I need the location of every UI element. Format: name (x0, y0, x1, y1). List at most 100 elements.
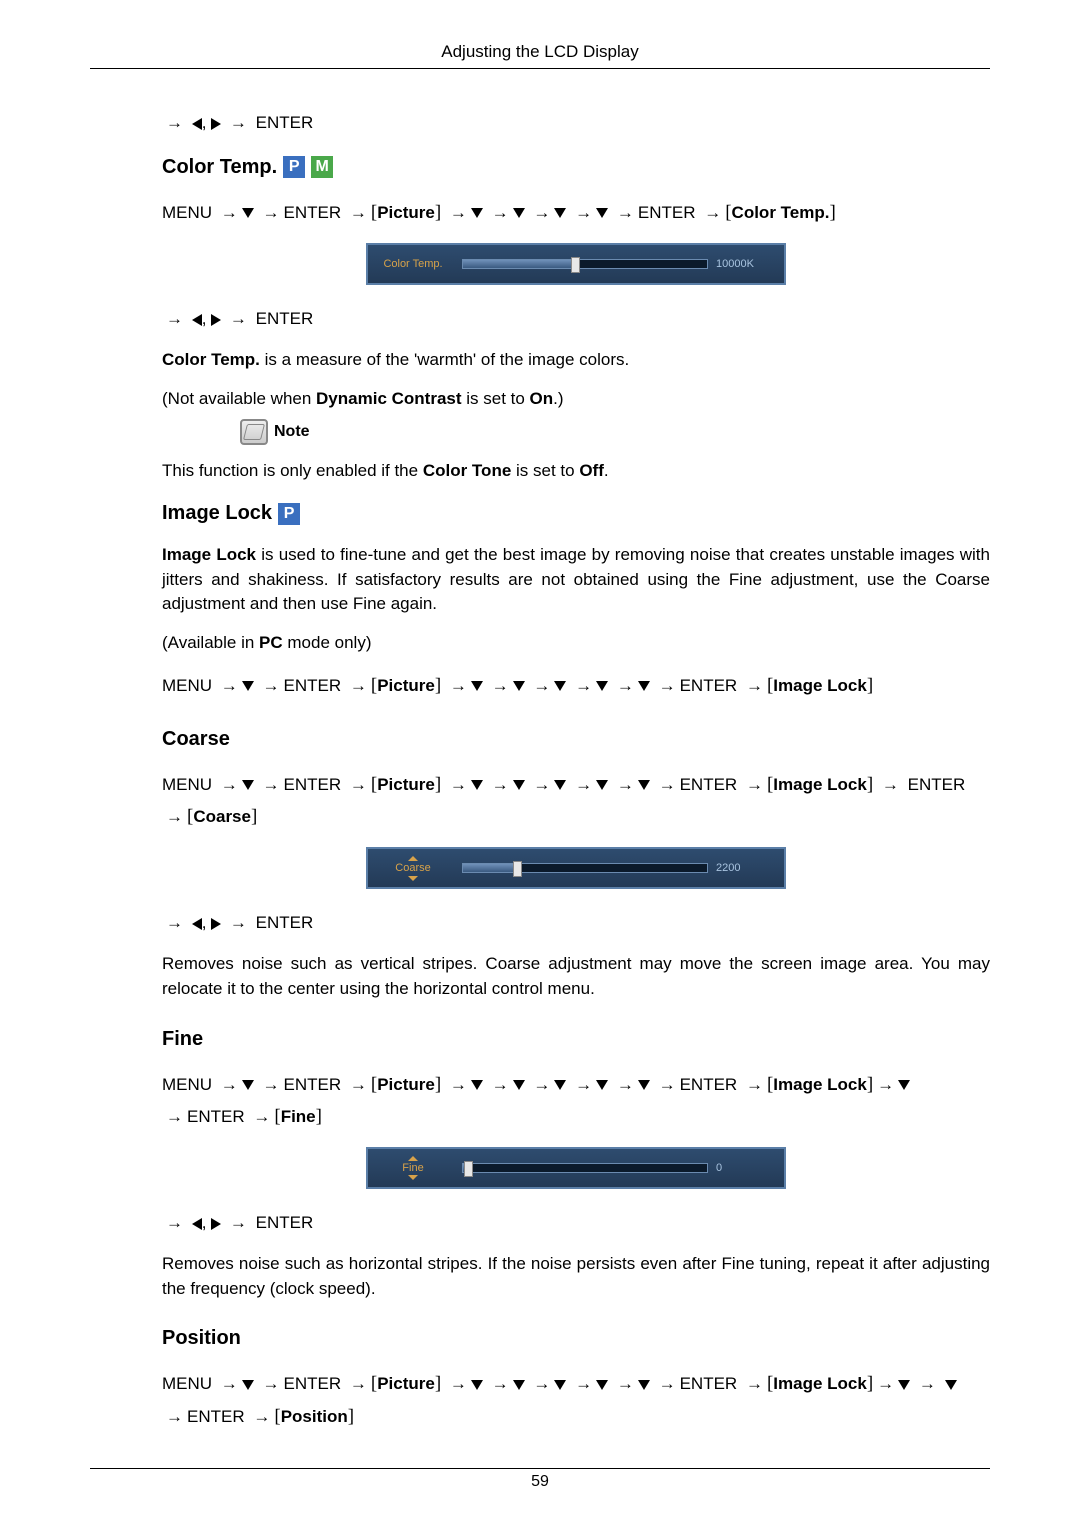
menu-path-fine-enter: → , → ENTER (162, 1209, 990, 1238)
image-lock-label: Image Lock (773, 676, 867, 695)
section-title-image-lock: Image Lock P (162, 502, 990, 525)
p-badge-icon: P (283, 156, 305, 178)
enter-label: ENTER (680, 1075, 738, 1094)
down-arrow-icon (242, 780, 254, 790)
osd-fill (463, 260, 575, 268)
osd-thumb (464, 1161, 473, 1177)
osd-bar-fine: Fine 0 (366, 1147, 786, 1189)
osd-thumb (513, 861, 522, 877)
down-arrow-icon (513, 1380, 525, 1390)
enter-label: ENTER (680, 775, 738, 794)
picture-label: Picture (377, 1374, 435, 1393)
osd-thumb (571, 257, 580, 273)
menu-path-color-temp: MENU → →ENTER →[Picture] → → → → →ENTER … (162, 197, 990, 229)
down-arrow-icon (242, 208, 254, 218)
right-arrow-icon (211, 118, 221, 130)
down-arrow-icon (596, 1380, 608, 1390)
down-arrow-icon (242, 681, 254, 691)
down-arrow-icon (596, 208, 608, 218)
menu-label: MENU (162, 1075, 212, 1094)
down-arrow-icon (471, 1380, 483, 1390)
menu-path-coarse-enter: → , → ENTER (162, 909, 990, 938)
osd-track (462, 1163, 708, 1173)
enter-label: ENTER (284, 1374, 342, 1393)
image-lock-label: Image Lock (773, 1374, 867, 1393)
osd-slider (458, 863, 716, 873)
menu-label: MENU (162, 676, 212, 695)
enter-label: ENTER (284, 1075, 342, 1094)
left-arrow-icon (192, 118, 202, 130)
left-arrow-icon (192, 918, 202, 930)
down-arrow-icon (471, 780, 483, 790)
enter-label: ENTER (187, 1107, 245, 1126)
enter-label: ENTER (284, 203, 342, 222)
color-temp-note: This function is only enabled if the Col… (162, 459, 990, 484)
menu-path-position: MENU → →ENTER →[Picture] → → → → → →ENTE… (162, 1368, 990, 1433)
page-header: Adjusting the LCD Display (90, 42, 990, 69)
section-title-color-temp-label: Color Temp. (162, 156, 277, 179)
down-arrow-icon (596, 780, 608, 790)
down-arrow-icon (513, 780, 525, 790)
enter-label: ENTER (284, 676, 342, 695)
osd-track (462, 863, 708, 873)
section-title-coarse: Coarse (162, 728, 990, 751)
down-arrow-icon (513, 208, 525, 218)
menu-path-coarse: MENU → →ENTER →[Picture] → → → → → →ENTE… (162, 769, 990, 834)
down-arrow-icon (898, 1080, 910, 1090)
down-arrow-icon (554, 208, 566, 218)
down-arrow-icon (638, 681, 650, 691)
left-arrow-icon (192, 314, 202, 326)
osd-value: 10000K (716, 258, 784, 270)
menu-path-image-lock: MENU → →ENTER →[Picture] → → → → → →ENTE… (162, 670, 990, 702)
note-row: Note (240, 419, 990, 445)
osd-slider (458, 1163, 716, 1173)
section-title-position: Position (162, 1327, 990, 1350)
color-temp-desc-1: Color Temp. is a measure of the 'warmth'… (162, 348, 990, 373)
right-arrow-icon (211, 918, 221, 930)
menu-label: MENU (162, 1374, 212, 1393)
picture-label: Picture (377, 1075, 435, 1094)
down-arrow-icon (554, 681, 566, 691)
enter-label: ENTER (187, 1407, 245, 1426)
page-content: → , → ENTER Color Temp. PM MENU → →ENTER… (162, 109, 990, 1433)
enter-label: ENTER (284, 775, 342, 794)
menu-path-color-temp-enter: → , → ENTER (162, 305, 990, 334)
color-temp-desc-2: (Not available when Dynamic Contrast is … (162, 387, 990, 412)
page-number: 59 (531, 1473, 549, 1490)
enter-label: ENTER (638, 203, 696, 222)
osd-value: 2200 (716, 862, 784, 874)
fine-desc: Removes noise such as horizontal stripes… (162, 1252, 990, 1301)
color-temp-label: Color Temp. (732, 203, 830, 222)
down-arrow-icon (638, 1080, 650, 1090)
image-lock-label: Image Lock (773, 1075, 867, 1094)
enter-label: ENTER (680, 1374, 738, 1393)
down-arrow-icon (471, 208, 483, 218)
section-title-fine: Fine (162, 1028, 990, 1051)
picture-label: Picture (377, 676, 435, 695)
right-arrow-icon (211, 314, 221, 326)
osd-fill (463, 864, 517, 872)
enter-label: ENTER (256, 1213, 314, 1232)
down-arrow-icon (471, 1080, 483, 1090)
picture-label: Picture (377, 775, 435, 794)
p-badge-icon: P (278, 503, 300, 525)
note-label: Note (274, 423, 310, 441)
down-arrow-icon (898, 1380, 910, 1390)
image-lock-avail: (Available in PC mode only) (162, 631, 990, 656)
down-arrow-icon (554, 1380, 566, 1390)
enter-label: ENTER (256, 913, 314, 932)
down-arrow-icon (554, 780, 566, 790)
down-arrow-icon (596, 1080, 608, 1090)
osd-label: Coarse (368, 856, 458, 880)
osd-slider (458, 259, 716, 269)
enter-label: ENTER (256, 113, 314, 132)
down-arrow-icon (513, 681, 525, 691)
down-arrow-icon (638, 1380, 650, 1390)
menu-path-fine: MENU → →ENTER →[Picture] → → → → → →ENTE… (162, 1069, 990, 1134)
section-title-color-temp: Color Temp. PM (162, 156, 990, 179)
osd-bar-color-temp: Color Temp. 10000K (366, 243, 786, 285)
right-arrow-icon (211, 1218, 221, 1230)
note-icon (240, 419, 268, 445)
down-arrow-icon (513, 1080, 525, 1090)
down-arrow-icon (554, 1080, 566, 1090)
